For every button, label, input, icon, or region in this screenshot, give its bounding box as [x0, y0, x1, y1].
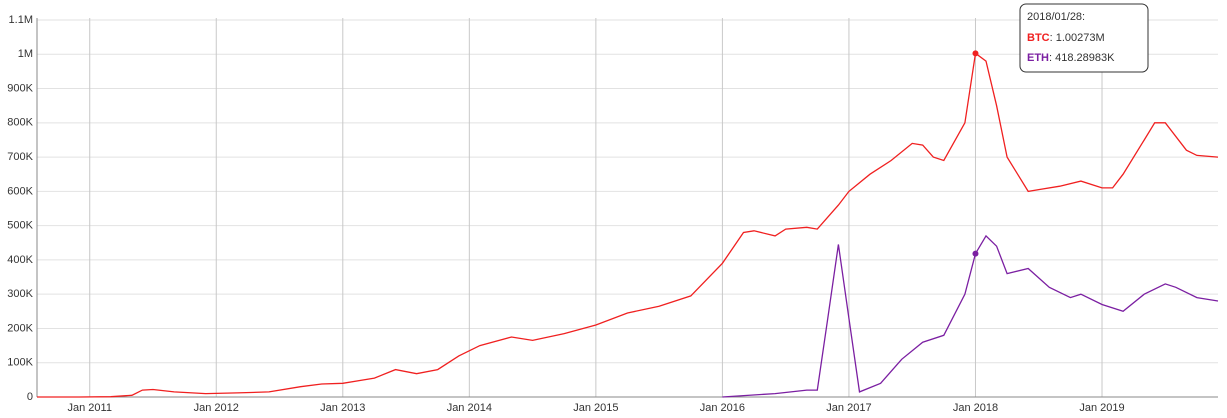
- y-tick-label: 0: [27, 391, 33, 403]
- y-tick-label: 700K: [7, 151, 33, 163]
- tooltip-series-name: ETH: [1027, 52, 1049, 64]
- tooltip-row: BTC: 1.00273M: [1027, 32, 1105, 44]
- series-line: [722, 234, 1219, 398]
- highlight-point: [972, 50, 979, 57]
- x-tick-label: Jan 2016: [700, 402, 745, 414]
- tooltip-series-name: BTC: [1027, 32, 1050, 44]
- y-tick-label: 400K: [7, 254, 33, 266]
- tooltip-box: [1019, 3, 1149, 73]
- x-tick-label: Jan 2018: [953, 402, 998, 414]
- x-tick-label: Jan 2011: [67, 402, 111, 414]
- tooltip-date: 2018/01/28:: [1027, 11, 1085, 23]
- y-tick-label: 800K: [7, 117, 33, 129]
- x-tick-label: Jan 2014: [447, 402, 492, 414]
- y-tick-label: 900K: [7, 82, 33, 94]
- y-tick-label: 200K: [7, 322, 33, 334]
- tooltip-value: 1.00273M: [1056, 32, 1105, 44]
- y-tick-label: 1M: [18, 48, 33, 60]
- tooltip-row: ETH: 418.28983K: [1027, 52, 1115, 64]
- x-tick-label: Jan 2017: [826, 402, 871, 414]
- x-tick-label: Jan 2012: [194, 402, 239, 414]
- series-line: [37, 52, 1219, 398]
- tooltip: 2018/01/28: BTC: 1.00273M ETH: 418.28983K: [1019, 3, 1149, 73]
- highlight-point: [972, 250, 979, 257]
- x-tick-label: Jan 2019: [1079, 402, 1124, 414]
- y-tick-label: 300K: [7, 288, 33, 300]
- y-tick-label: 100K: [7, 357, 33, 369]
- tooltip-value: 418.28983K: [1055, 52, 1115, 64]
- x-tick-label: Jan 2015: [573, 402, 618, 414]
- x-tick-label: Jan 2013: [320, 402, 365, 414]
- y-tick-label: 500K: [7, 220, 33, 232]
- y-tick-label: 1.1M: [9, 14, 33, 26]
- y-tick-label: 600K: [7, 185, 33, 197]
